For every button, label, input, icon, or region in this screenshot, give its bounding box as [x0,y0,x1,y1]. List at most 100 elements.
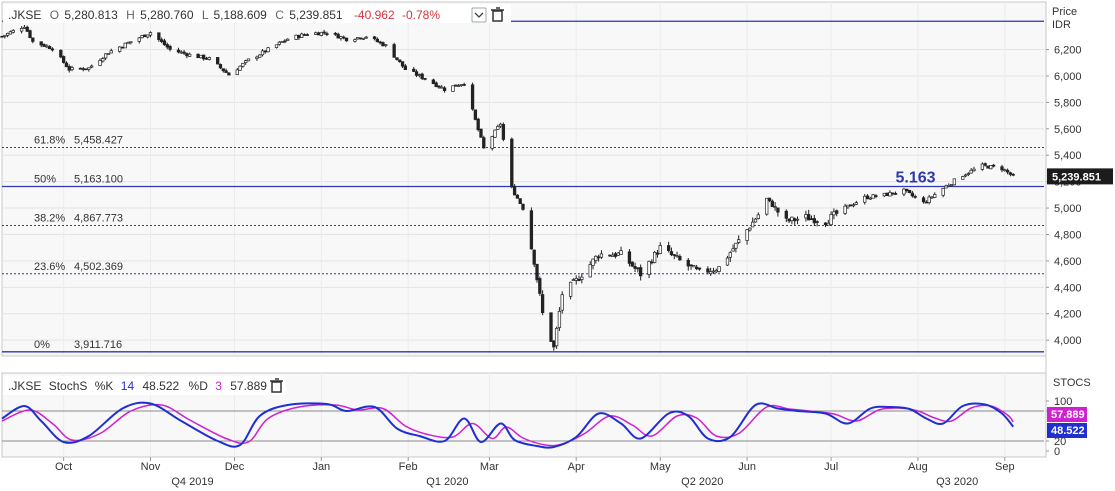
header-open-label: O [50,8,59,22]
candle-body [395,57,399,60]
trash-icon[interactable] [491,7,504,22]
header-open-value: 5,280.813 [64,8,118,22]
candle-body [490,136,494,149]
candle-body [498,123,503,127]
candle-body [807,214,811,221]
candle-body [106,53,111,55]
y-tick-label: 5,400 [1054,150,1082,162]
candle-body [207,57,211,60]
candle-body [709,271,713,274]
fib-value: 5,163.100 [74,174,123,186]
candle-body [103,53,108,59]
header-low-label: L [202,8,209,22]
quarter-label: Q4 2019 [171,476,213,488]
candle-body [294,34,298,40]
candle-body [3,34,7,37]
candle-body [423,78,427,80]
y-tick-label: 6,200 [1054,45,1082,57]
candle-body [117,46,122,52]
candle-body [804,214,808,219]
candle-body [87,67,91,70]
candle-body [496,126,500,130]
month-label: Aug [908,461,928,473]
stoch-k-label: %K [95,379,114,393]
fib-label: 50% [34,174,56,186]
candle-body [316,32,321,36]
candle-body [78,67,83,70]
candle-body [344,37,349,42]
candle-body [89,65,94,68]
candle-body [81,68,85,70]
month-label: Oct [55,461,72,473]
stoch-y-tick-label: 100 [1054,396,1072,408]
candle-body [812,218,816,224]
candle-body [638,267,643,277]
candle-body [255,56,259,59]
price-axis-title-2: IDR [1052,19,1071,31]
candle-body [888,192,892,197]
candle-body [933,194,937,198]
candle-body [216,57,220,65]
candle-body [983,163,987,166]
stoch-axis-title: STOCS [1053,377,1091,389]
month-label: May [650,461,671,473]
month-label: Mar [480,461,499,473]
candle-body [246,58,251,62]
candle-body [378,41,382,44]
candle-body [949,184,954,186]
candle-body [11,30,15,33]
candle-body [280,41,284,43]
candle-body [865,195,870,200]
candle-body [893,193,898,195]
candle-body [947,185,951,187]
candle-body [608,254,612,257]
candle-body [319,31,323,36]
candle-body [286,38,290,41]
candle-body [689,264,693,267]
header-low-value: 5,188.609 [213,8,267,22]
month-label: Sep [995,461,1015,473]
candle-body [305,34,309,36]
candle-body [765,197,769,215]
candle-body [745,229,749,241]
candle-body [952,178,957,186]
candle-body [753,218,758,223]
month-label: Jun [738,461,756,473]
candle-body [835,210,839,214]
candle-body [756,214,760,219]
candle-body [361,37,365,40]
fib-label: 61.8% [34,135,65,147]
header-dropdown-button[interactable] [471,7,487,23]
candle-body [39,41,43,46]
price-axis: 4,0004,2004,4004,6004,8005,0005,2005,400… [1046,45,1082,458]
candle-body [322,31,326,34]
candle-body [218,64,223,69]
candle-body [342,36,346,39]
candle-body [64,62,69,68]
candle-body [540,294,545,314]
candle-body [787,218,791,222]
quarter-label: Q2 2020 [681,476,723,488]
stoch-d-label: %D [189,379,209,393]
header-symbol: .JKSE [8,8,41,22]
candle-body [204,57,209,60]
candle-body [126,42,130,45]
candle-body [714,270,718,273]
candle-body [728,252,732,258]
stoch-trash-icon[interactable] [270,378,283,393]
y-tick-label: 4,800 [1054,229,1082,241]
candle-body [470,84,475,110]
candle-body [552,340,556,348]
candle-body [826,222,830,226]
candle-body [241,62,245,67]
candle-body [655,252,660,255]
candle-body [235,69,239,76]
candle-body [667,245,671,251]
candle-body [437,85,441,88]
candle-body [577,279,581,281]
candle-body [339,36,343,39]
candle-body [1000,166,1004,171]
candle-body [31,37,35,42]
candle-body [333,32,337,35]
gridlines [2,2,1044,457]
